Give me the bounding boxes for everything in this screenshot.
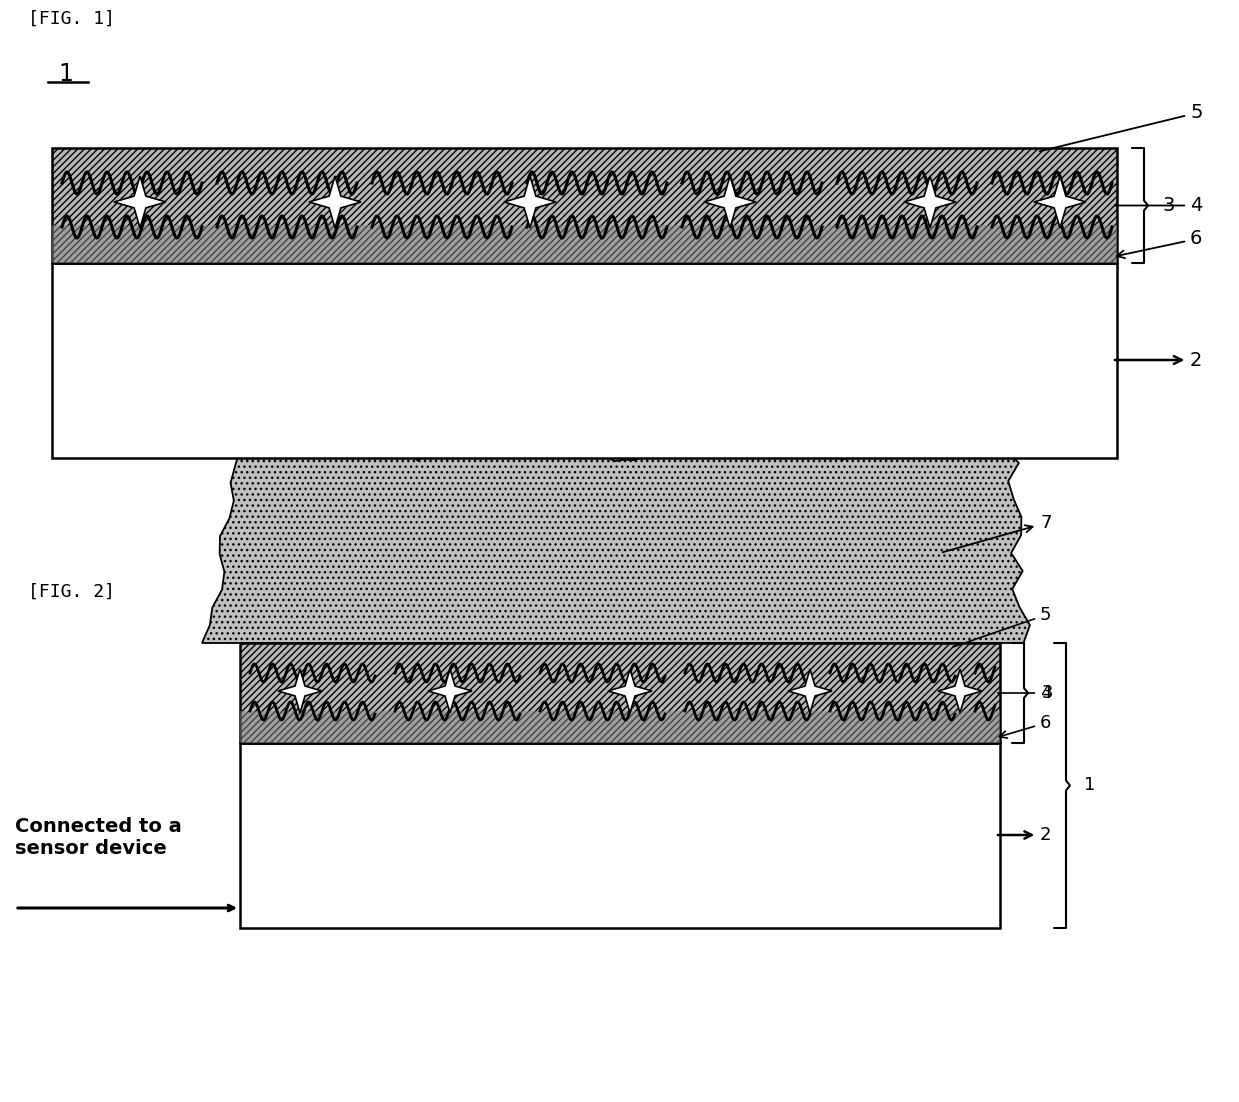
Text: 1: 1 bbox=[1084, 777, 1095, 795]
Text: [FIG. 1]: [FIG. 1] bbox=[28, 10, 115, 28]
Bar bbox=[240, 711, 1000, 743]
Text: 3: 3 bbox=[1162, 196, 1175, 215]
Text: 7: 7 bbox=[943, 514, 1052, 552]
Polygon shape bbox=[938, 669, 983, 713]
Text: 5: 5 bbox=[953, 606, 1052, 647]
Text: [FIG. 2]: [FIG. 2] bbox=[28, 583, 115, 601]
Text: 6: 6 bbox=[1000, 714, 1052, 738]
Bar bbox=[240, 743, 1000, 928]
Polygon shape bbox=[904, 176, 957, 228]
Text: 4: 4 bbox=[997, 684, 1052, 702]
Polygon shape bbox=[202, 436, 1030, 642]
Polygon shape bbox=[278, 669, 322, 713]
Polygon shape bbox=[504, 176, 556, 228]
Text: 5: 5 bbox=[1040, 104, 1203, 151]
Text: 2: 2 bbox=[997, 826, 1052, 844]
Polygon shape bbox=[788, 669, 833, 713]
Bar bbox=[52, 148, 1118, 263]
Text: 1: 1 bbox=[58, 62, 73, 86]
Bar bbox=[52, 225, 1118, 263]
Text: 4: 4 bbox=[1115, 196, 1202, 215]
Text: 6: 6 bbox=[1116, 229, 1202, 258]
Polygon shape bbox=[608, 669, 652, 713]
Polygon shape bbox=[427, 669, 472, 713]
Text: 2: 2 bbox=[1115, 350, 1202, 369]
Polygon shape bbox=[1035, 176, 1087, 228]
Polygon shape bbox=[114, 176, 166, 228]
Text: Connected to a
sensor device: Connected to a sensor device bbox=[15, 817, 182, 857]
Bar bbox=[52, 263, 1118, 458]
Polygon shape bbox=[309, 176, 361, 228]
Polygon shape bbox=[704, 176, 756, 228]
Bar bbox=[240, 642, 1000, 743]
Text: 3: 3 bbox=[1042, 684, 1053, 702]
